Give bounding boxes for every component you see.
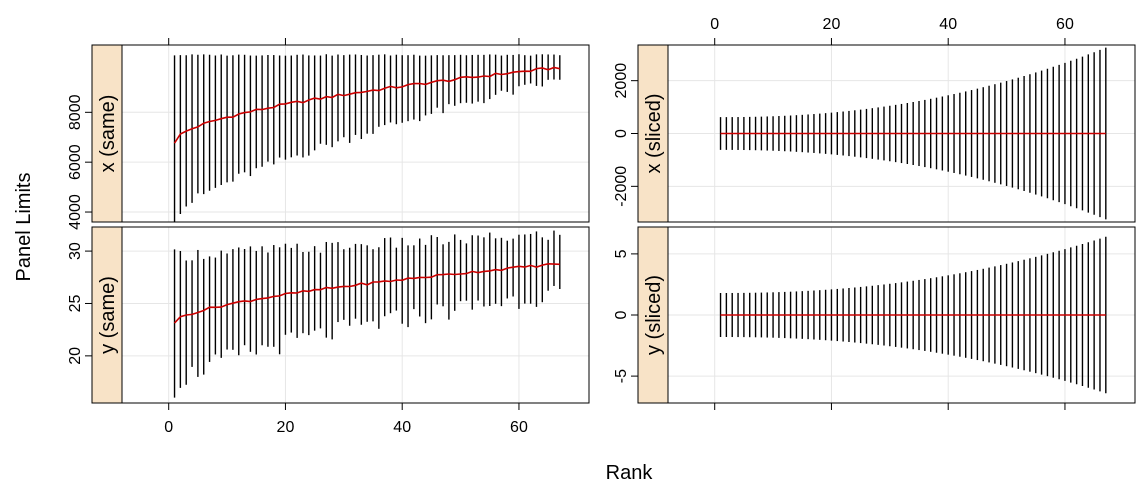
y-tick-label: -5 <box>613 369 630 383</box>
x-tick-label: 20 <box>277 419 295 436</box>
x-tick-label-top: 0 <box>710 16 719 33</box>
panel-x-sliced: x (sliced) -2000 0 2000 0 20 40 60 <box>613 16 1136 223</box>
strip-background <box>91 226 123 404</box>
median-line <box>173 66 560 144</box>
y-tick-label: 4000 <box>67 194 84 230</box>
panel-border <box>121 44 590 223</box>
y-tick-label: 0 <box>613 310 630 319</box>
panel-border <box>667 226 1136 404</box>
y-tick-label: 0 <box>613 129 630 138</box>
strip-background <box>637 226 669 404</box>
x-tick-label: 60 <box>510 419 528 436</box>
panel-y-same: y (same) 20 25 30 0 20 40 60 <box>67 226 590 436</box>
panel-y-sliced: y (sliced) -5 0 5 <box>613 226 1136 404</box>
panel-border <box>667 44 1136 223</box>
strip-background <box>637 44 669 223</box>
x-tick-label: 0 <box>164 419 173 436</box>
y-tick-label: 8000 <box>67 94 84 130</box>
strip-background <box>91 44 123 223</box>
x-tick-label: 40 <box>393 419 411 436</box>
x-tick-label-top: 40 <box>939 16 957 33</box>
y-tick-label: 2000 <box>613 63 630 99</box>
y-axis-title: Panel Limits <box>13 173 35 282</box>
strip-label: y (sliced) <box>643 275 665 355</box>
y-tick-label: 25 <box>67 294 84 312</box>
y-tick-label: 30 <box>67 242 84 260</box>
x-tick-label-top: 20 <box>823 16 841 33</box>
y-tick-label: -2000 <box>613 166 630 207</box>
y-tick-label: 20 <box>67 347 84 365</box>
y-tick-label: 6000 <box>67 144 84 180</box>
strip-label: x (sliced) <box>643 93 665 173</box>
panel-border <box>121 226 590 404</box>
x-tick-label-top: 60 <box>1056 16 1074 33</box>
median-line <box>173 262 560 324</box>
strip-label: x (same) <box>97 95 119 173</box>
x-axis-title: Rank <box>606 462 654 484</box>
strip-label: y (same) <box>97 276 119 354</box>
y-tick-label: 5 <box>613 249 630 258</box>
panel-x-same: x (same) 4000 6000 8000 <box>67 44 590 230</box>
